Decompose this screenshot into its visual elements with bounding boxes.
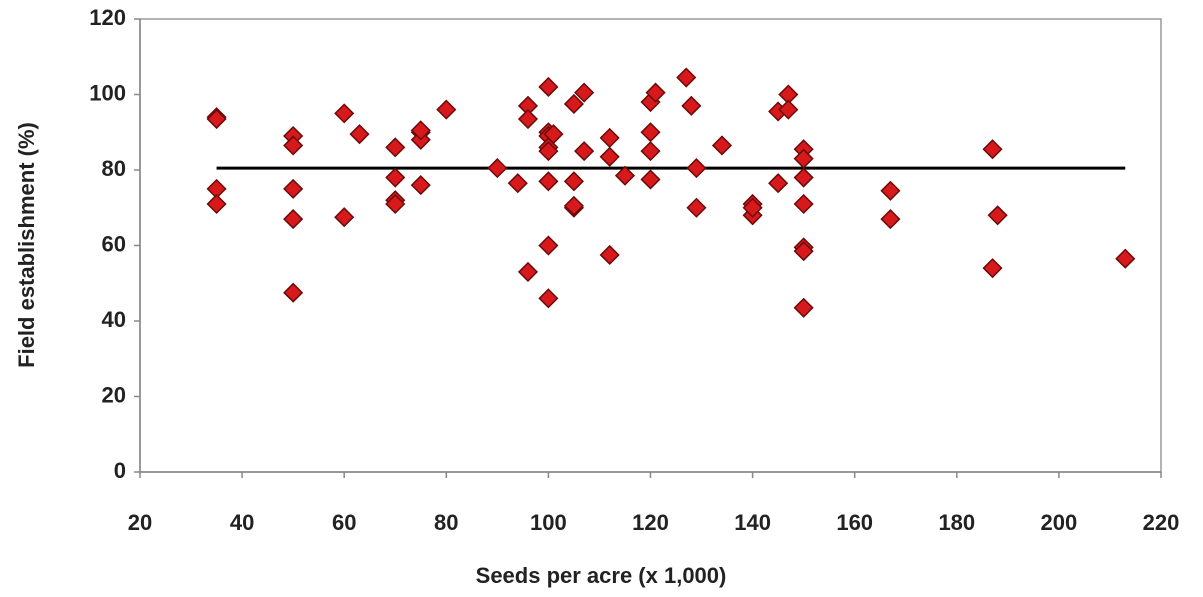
- data-point: [640, 122, 661, 143]
- data-point: [487, 158, 508, 179]
- data-point: [436, 99, 457, 120]
- data-point: [987, 205, 1008, 226]
- data-point: [640, 141, 661, 162]
- data-point: [686, 197, 707, 218]
- data-point: [768, 173, 789, 194]
- data-point: [410, 175, 431, 196]
- y-tick-label: 60: [102, 231, 126, 256]
- data-point: [599, 146, 620, 167]
- x-tick-label: 120: [632, 510, 669, 535]
- data-point: [793, 193, 814, 215]
- data-point: [982, 258, 1003, 279]
- x-axis-label: Seeds per acre (x 1,000): [476, 563, 727, 588]
- x-tick-label: 40: [230, 510, 254, 535]
- x-tick-label: 160: [836, 510, 873, 535]
- data-point: [283, 178, 304, 199]
- y-axis-label: Field establishment (%): [14, 122, 39, 368]
- data-point: [645, 82, 666, 103]
- data-point: [283, 135, 304, 156]
- data-point: [517, 261, 539, 282]
- data-point: [711, 135, 733, 156]
- plot-frame: [139, 18, 1162, 473]
- data-point: [517, 108, 539, 130]
- data-point: [538, 235, 559, 256]
- data-point: [599, 127, 620, 148]
- data-point: [793, 167, 814, 188]
- y-tick-label: 20: [102, 382, 126, 407]
- data-point: [538, 171, 559, 192]
- data-point: [283, 209, 304, 230]
- data-point: [599, 244, 620, 265]
- data-point: [385, 167, 406, 188]
- y-tick-label: 0: [114, 458, 126, 483]
- data-point: [742, 197, 763, 218]
- x-tick-label: 80: [434, 510, 458, 535]
- y-tick-label: 100: [89, 80, 126, 105]
- x-tick-label: 220: [1143, 510, 1180, 535]
- data-point: [614, 165, 636, 186]
- data-point: [640, 169, 661, 190]
- data-point: [793, 297, 814, 318]
- data-point: [507, 173, 528, 194]
- data-point: [334, 103, 355, 124]
- data-point: [681, 95, 702, 116]
- data-point: [283, 282, 304, 303]
- data-point: [206, 193, 227, 215]
- data-point: [385, 193, 406, 215]
- data-point: [686, 158, 707, 179]
- data-point: [563, 93, 584, 114]
- data-point: [410, 120, 431, 141]
- data-point: [574, 141, 595, 162]
- data-point: [385, 137, 406, 158]
- x-tick-label: 100: [530, 510, 567, 535]
- data-point: [793, 241, 814, 262]
- x-tick-label: 140: [734, 510, 771, 535]
- x-tick-label: 20: [128, 510, 152, 535]
- data-point: [676, 67, 697, 88]
- data-point: [563, 195, 584, 216]
- data-point: [563, 171, 584, 192]
- y-tick-label: 120: [89, 5, 126, 30]
- y-tick-label: 40: [102, 307, 126, 332]
- data-point: [880, 180, 901, 201]
- data-point: [538, 76, 559, 98]
- data-point: [1115, 248, 1136, 269]
- x-tick-label: 60: [332, 510, 356, 535]
- data-point: [334, 207, 355, 228]
- x-tick-label: 200: [1041, 510, 1078, 535]
- data-point: [982, 139, 1003, 160]
- data-point: [349, 124, 370, 145]
- x-tick-label: 180: [938, 510, 975, 535]
- data-point: [543, 124, 564, 145]
- data-point: [206, 108, 227, 130]
- data-point: [778, 99, 799, 120]
- data-point: [880, 209, 901, 230]
- y-tick-label: 80: [102, 156, 126, 181]
- data-point: [538, 141, 559, 162]
- data-point: [538, 288, 559, 309]
- data-point: [574, 82, 595, 103]
